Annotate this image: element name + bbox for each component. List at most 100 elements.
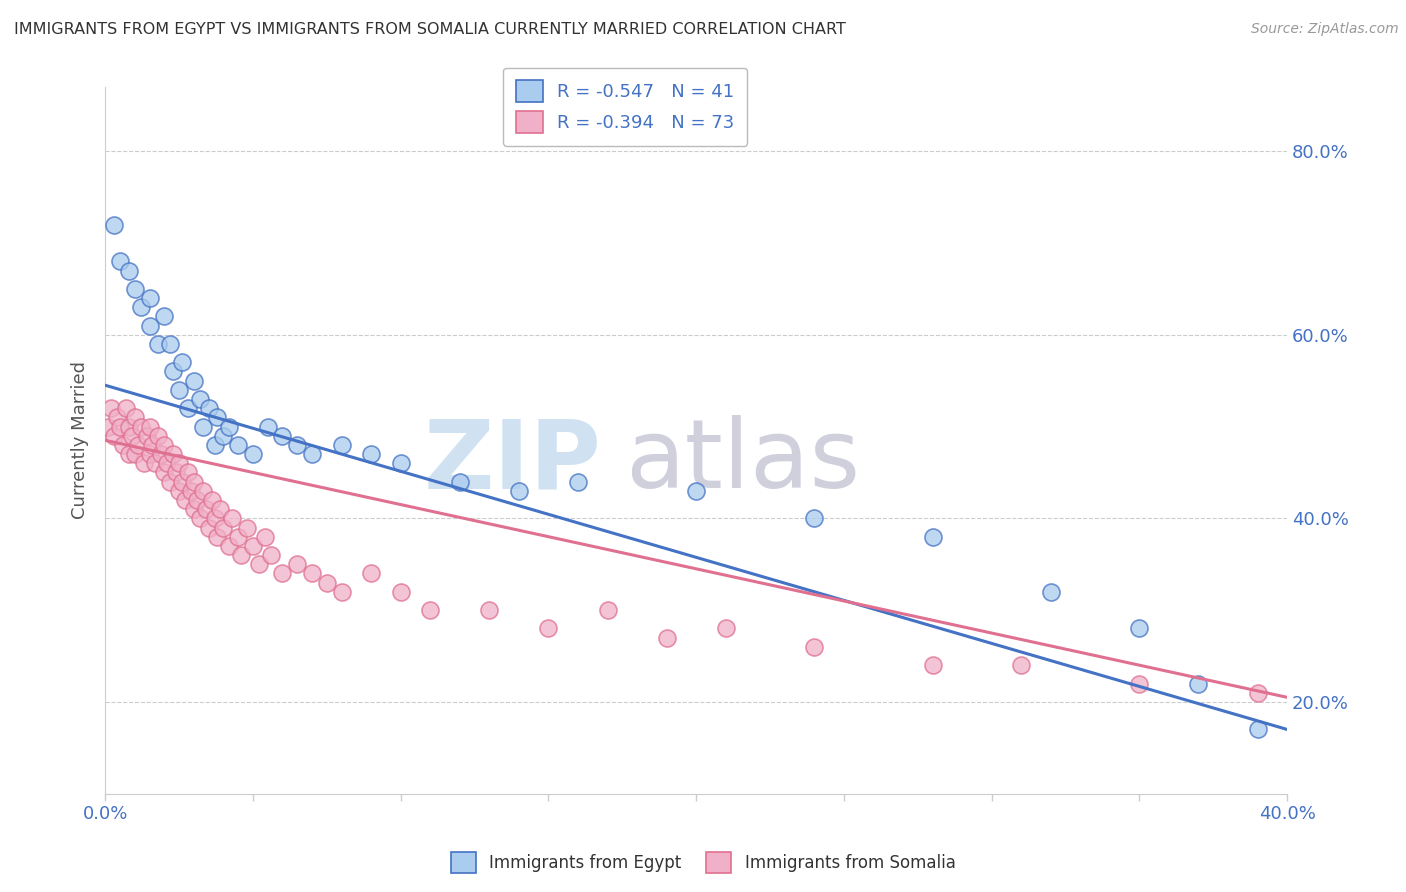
Point (1128, 676, 1150, 690)
Point (141, 438, 163, 452)
Point (209, 502, 232, 516)
Point (236, 520, 259, 534)
Point (242, 539, 264, 553)
Point (247, 558, 270, 572)
Point (118, 447, 141, 461)
Point (207, 530, 229, 544)
Point (803, 640, 825, 654)
Text: IMMIGRANTS FROM EGYPT VS IMMIGRANTS FROM SOMALIA CURRENTLY MARRIED CORRELATION C: IMMIGRANTS FROM EGYPT VS IMMIGRANTS FROM… (14, 22, 846, 37)
Point (360, 447, 382, 461)
Point (183, 374, 205, 388)
Point (260, 548, 283, 562)
Point (191, 419, 214, 434)
Point (200, 493, 222, 508)
Point (389, 456, 412, 470)
Point (153, 310, 176, 324)
Point (124, 282, 146, 296)
Point (100, 401, 122, 416)
Point (655, 631, 678, 645)
Point (315, 575, 337, 590)
Point (537, 622, 560, 636)
Point (156, 456, 179, 470)
Point (419, 603, 441, 617)
Point (97, 419, 120, 434)
Point (253, 530, 276, 544)
Point (170, 355, 193, 369)
Y-axis label: Currently Married: Currently Married (72, 361, 89, 519)
Point (330, 584, 353, 599)
Point (138, 318, 160, 333)
Point (285, 558, 308, 572)
Point (330, 438, 353, 452)
Point (108, 254, 131, 268)
Point (159, 337, 181, 351)
Point (153, 438, 176, 452)
Point (226, 438, 249, 452)
Point (921, 530, 943, 544)
Point (115, 401, 138, 416)
Point (478, 603, 501, 617)
Point (135, 428, 157, 442)
Point (132, 456, 155, 470)
Point (145, 456, 167, 470)
Point (921, 658, 943, 673)
Point (221, 511, 243, 525)
Point (177, 466, 200, 480)
Point (103, 218, 125, 232)
Point (159, 475, 181, 489)
Point (148, 337, 170, 351)
Point (218, 539, 240, 553)
Point (1246, 723, 1268, 737)
Text: ZIP: ZIP (423, 415, 602, 508)
Point (194, 502, 217, 516)
Point (103, 428, 125, 442)
Point (167, 456, 190, 470)
Point (108, 419, 131, 434)
Point (803, 511, 825, 525)
Point (229, 548, 252, 562)
Text: atlas: atlas (626, 415, 860, 508)
Text: Source: ZipAtlas.com: Source: ZipAtlas.com (1251, 22, 1399, 37)
Point (204, 511, 226, 525)
Point (127, 438, 149, 452)
Point (105, 410, 128, 425)
Point (153, 466, 176, 480)
Point (174, 493, 197, 508)
Point (162, 364, 184, 378)
Point (1128, 622, 1150, 636)
Point (596, 603, 619, 617)
Point (1010, 658, 1032, 673)
Point (167, 383, 190, 397)
Point (218, 419, 240, 434)
Point (129, 419, 152, 434)
Point (167, 483, 190, 498)
Point (118, 419, 141, 434)
Point (207, 410, 229, 425)
Point (256, 419, 278, 434)
Point (188, 511, 211, 525)
Point (148, 428, 170, 442)
Point (389, 584, 412, 599)
Point (226, 530, 249, 544)
Point (118, 263, 141, 277)
Point (197, 401, 219, 416)
Point (183, 475, 205, 489)
Point (285, 438, 308, 452)
Point (301, 447, 323, 461)
Point (183, 502, 205, 516)
Point (180, 483, 202, 498)
Point (188, 392, 211, 406)
Point (111, 438, 134, 452)
Point (150, 447, 173, 461)
Point (197, 520, 219, 534)
Point (242, 447, 264, 461)
Point (170, 475, 193, 489)
Point (714, 622, 737, 636)
Point (177, 401, 200, 416)
Point (129, 300, 152, 314)
Point (449, 475, 471, 489)
Point (685, 483, 707, 498)
Point (1246, 686, 1268, 700)
Point (212, 428, 235, 442)
Point (212, 520, 235, 534)
